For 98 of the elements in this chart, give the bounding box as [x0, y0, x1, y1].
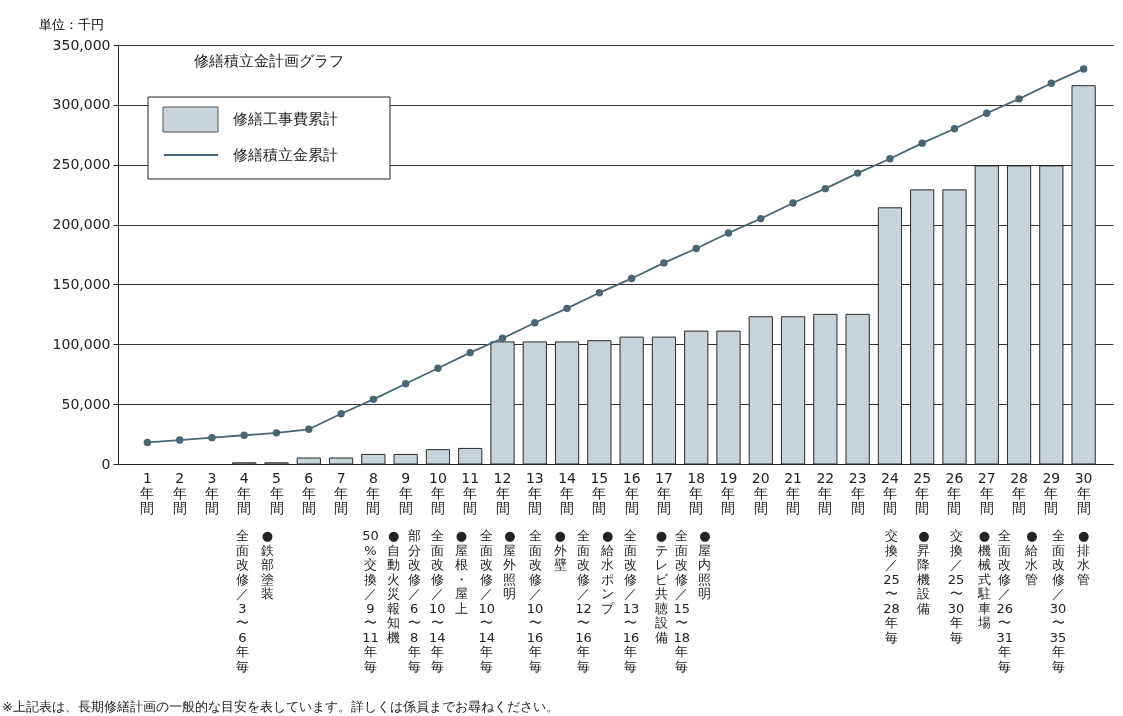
point: [789, 199, 797, 207]
legend-label: 修繕工事費累計: [233, 110, 338, 128]
legend-label: 修繕積立金累計: [233, 146, 338, 164]
point: [498, 334, 507, 342]
x-tick-label: 23年間: [848, 470, 867, 516]
point: [240, 431, 248, 439]
text: 全面改修／15〜18年毎: [673, 528, 690, 674]
y-tick-label: 50,000: [61, 395, 111, 412]
y-tick-label: 200,000: [52, 216, 111, 233]
point: [983, 109, 991, 117]
text: 全面改修／13〜16年毎: [622, 528, 640, 674]
text: ●自動火災報知機: [387, 528, 401, 645]
text: ●屋外照明: [503, 528, 517, 601]
point: [627, 274, 636, 283]
y-tick-label: 350,000: [52, 36, 111, 53]
x-tick-label: 6年間: [301, 470, 316, 516]
point: [401, 380, 410, 388]
x-tick-label: 28年間: [1010, 470, 1028, 516]
point: [660, 259, 668, 267]
text: 全面改修／10〜14年毎: [429, 528, 446, 674]
point: [272, 429, 281, 437]
x-tick-label: 2年間: [172, 470, 187, 516]
x-tick-label: 16年間: [622, 470, 641, 516]
point: [950, 125, 959, 133]
point: [757, 214, 765, 223]
y-tick-label: 250,000: [52, 156, 111, 173]
text: 全面改修／12〜16年毎: [575, 528, 592, 674]
point: [369, 395, 378, 404]
text: 全面改修／3〜6年毎: [235, 528, 249, 674]
text: 50%交換／9〜11年毎: [362, 528, 379, 674]
text: 全面改修／10〜16年毎: [526, 528, 544, 674]
x-tick-label: 30年間: [1074, 470, 1093, 516]
point: [1047, 79, 1056, 88]
x-tick-label: 1年間: [140, 470, 155, 516]
x-tick-label: 14年間: [558, 470, 577, 516]
point: [434, 364, 442, 372]
point: [143, 438, 152, 447]
text: 交換／25〜30年毎: [947, 528, 965, 645]
text: 部分改修／6〜8年毎: [407, 528, 421, 674]
text: 全面改修／26〜31年毎: [996, 528, 1014, 674]
text: ●昇降機設備: [917, 528, 931, 616]
point: [821, 184, 830, 193]
x-tick-label: 21年間: [784, 470, 802, 516]
x-tick-label: 12年間: [493, 470, 512, 516]
x-tick-label: 25年間: [913, 470, 932, 516]
text: ●屋根・屋上: [455, 528, 468, 616]
text: ※上記表は、長期修繕計画の一般的な目安を表しています。詳しくは係員までお尋ねください。: [2, 699, 559, 714]
point: [531, 319, 539, 327]
text: ●給水管: [1024, 528, 1039, 587]
x-tick-label: 7年間: [334, 470, 349, 516]
point: [853, 169, 862, 177]
text: 交換／25〜28年毎: [883, 528, 900, 645]
text: ●機械式駐車場: [977, 528, 992, 630]
x-tick-label: 11年間: [461, 470, 480, 516]
y-tick-label: 300,000: [52, 96, 111, 113]
x-tick-label: 18年間: [687, 470, 706, 516]
x-tick-label: 19年間: [719, 470, 738, 516]
text: 修繕積立金計画グラフ: [194, 52, 344, 70]
x-tick-label: 8年間: [366, 470, 381, 516]
point: [724, 229, 733, 237]
x-tick-label: 27年間: [977, 470, 996, 516]
point: [1015, 95, 1023, 103]
point: [918, 139, 926, 147]
text: 全面改修／30〜35年毎: [1049, 528, 1067, 674]
x-tick-label: 5年間: [269, 470, 284, 516]
x-tick-label: 24年間: [881, 470, 899, 516]
x-tick-label: 17年間: [655, 470, 673, 516]
point: [563, 304, 571, 313]
x-tick-label: 15年間: [590, 470, 609, 516]
x-tick-label: 3年間: [204, 470, 219, 516]
point: [692, 244, 700, 253]
y-axis-title: 単位：千円: [38, 16, 104, 32]
point: [595, 289, 604, 297]
x-tick-label: 29年間: [1042, 470, 1061, 516]
text: ●テレビ共聴設備: [654, 528, 669, 645]
point: [466, 348, 474, 357]
y-tick-label: 0: [101, 455, 111, 472]
text: ●給水ポンプ: [600, 528, 616, 616]
text: ●外壁: [553, 528, 567, 572]
point: [175, 436, 184, 444]
y-tick-label: 150,000: [52, 275, 111, 292]
point: [208, 433, 216, 442]
point: [305, 425, 313, 433]
x-tick-label: 26年間: [945, 470, 964, 516]
x-tick-label: 20年間: [751, 470, 770, 516]
text: ●排水管: [1077, 528, 1091, 587]
text: ●鉄部塗装: [260, 528, 274, 601]
x-tick-label: 10年間: [429, 470, 447, 516]
text: 全面改修／10〜14年毎: [478, 528, 495, 674]
x-tick-label: 22年間: [816, 470, 835, 516]
text: ●屋内照明: [698, 528, 712, 601]
point: [886, 155, 894, 163]
x-tick-label: 4年間: [237, 470, 252, 516]
x-tick-label: 13年間: [525, 470, 544, 516]
point: [1079, 65, 1088, 73]
y-tick-label: 100,000: [52, 335, 111, 352]
x-tick-label: 9年間: [398, 470, 413, 516]
point: [337, 410, 345, 418]
